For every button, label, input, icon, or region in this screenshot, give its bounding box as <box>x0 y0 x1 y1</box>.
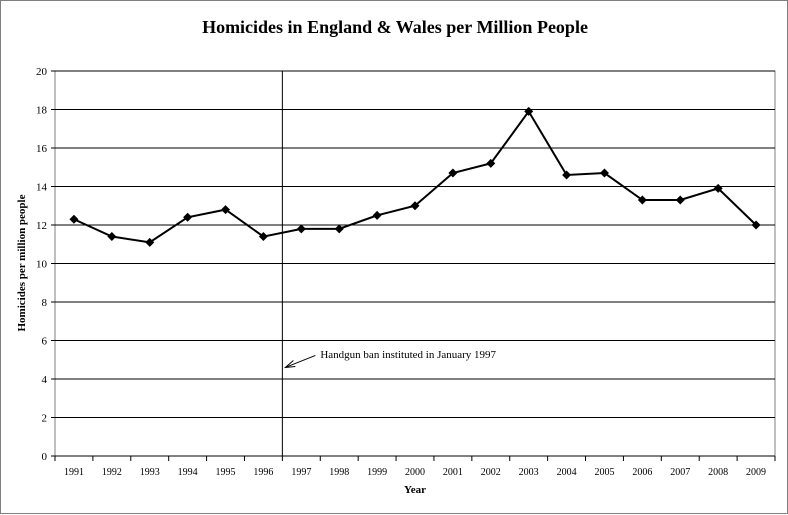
data-point-marker <box>69 214 79 224</box>
x-tick-label: 1999 <box>367 467 387 478</box>
x-tick-label: 1991 <box>64 467 84 478</box>
x-tick-label: 2005 <box>594 467 614 478</box>
x-tick-label: 2008 <box>708 467 728 478</box>
y-tick-label: 0 <box>42 451 48 463</box>
x-tick-label: 1993 <box>140 467 160 478</box>
data-point-marker <box>107 232 117 242</box>
x-tick-label: 2000 <box>405 467 425 478</box>
x-tick-label: 2007 <box>670 467 690 478</box>
x-tick-label: 2006 <box>632 467 652 478</box>
x-axis-label: Year <box>404 484 426 496</box>
x-tick-label: 2009 <box>746 467 766 478</box>
chart-title: Homicides in England & Wales per Million… <box>202 17 588 37</box>
x-tick-label: 1992 <box>102 467 122 478</box>
y-tick-label: 20 <box>36 66 48 78</box>
data-point-marker <box>751 220 761 230</box>
y-tick-label: 10 <box>36 259 48 271</box>
x-tick-label: 1997 <box>291 467 311 478</box>
data-point-marker <box>486 158 496 168</box>
y-tick-label: 12 <box>36 220 47 232</box>
x-tick-label: 1998 <box>329 467 349 478</box>
data-point-marker <box>637 195 647 205</box>
y-tick-label: 8 <box>42 297 48 309</box>
data-point-marker <box>145 237 155 247</box>
data-point-marker <box>524 106 534 116</box>
data-point-marker <box>410 201 420 211</box>
data-point-marker <box>562 170 572 180</box>
x-tick-label: 1994 <box>178 467 198 478</box>
annotation-label: Handgun ban instituted in January 1997 <box>320 349 496 361</box>
x-tick-label: 1995 <box>216 467 236 478</box>
data-point-marker <box>448 168 458 178</box>
x-tick-label: 2003 <box>519 467 539 478</box>
data-point-marker <box>372 210 382 220</box>
data-point-marker <box>221 205 231 215</box>
x-tick-label: 2004 <box>557 467 577 478</box>
y-tick-label: 16 <box>36 143 48 155</box>
y-tick-label: 4 <box>42 374 48 386</box>
data-point-marker <box>334 224 344 234</box>
y-tick-label: 14 <box>36 182 48 194</box>
annotation-arrow <box>285 354 316 368</box>
x-tick-label: 1996 <box>253 467 273 478</box>
x-tick-label: 2001 <box>443 467 463 478</box>
data-point-marker <box>599 168 609 178</box>
data-point-marker <box>183 212 193 222</box>
annotation-arrowhead <box>283 360 296 369</box>
data-point-marker <box>296 224 306 234</box>
y-tick-label: 6 <box>42 336 48 348</box>
data-point-marker <box>713 183 723 193</box>
data-point-marker <box>258 232 268 242</box>
data-point-marker <box>675 195 685 205</box>
x-tick-label: 2002 <box>481 467 501 478</box>
y-tick-label: 18 <box>36 105 48 117</box>
series-line <box>73 109 757 244</box>
y-tick-label: 2 <box>42 413 48 425</box>
